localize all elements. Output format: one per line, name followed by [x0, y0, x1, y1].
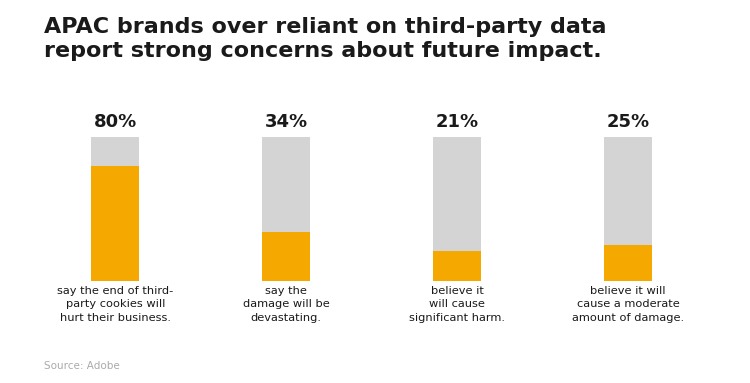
- Text: 21%: 21%: [436, 113, 478, 131]
- Text: say the end of third-
party cookies will
hurt their business.: say the end of third- party cookies will…: [57, 286, 173, 323]
- Text: Source: Adobe: Source: Adobe: [44, 361, 120, 371]
- Bar: [604, 137, 652, 281]
- Text: believe it
will cause
significant harm.: believe it will cause significant harm.: [410, 286, 506, 323]
- Bar: [433, 137, 482, 281]
- Text: say the
damage will be
devastating.: say the damage will be devastating.: [243, 286, 330, 323]
- Text: APAC brands over reliant on third-party data
report strong concerns about future: APAC brands over reliant on third-party …: [44, 17, 607, 62]
- Text: 34%: 34%: [265, 113, 308, 131]
- Text: believe it will
cause a moderate
amount of damage.: believe it will cause a moderate amount …: [572, 286, 684, 323]
- Bar: [604, 245, 652, 281]
- Text: 25%: 25%: [607, 113, 650, 131]
- Bar: [433, 250, 482, 281]
- Text: 80%: 80%: [94, 113, 137, 131]
- Bar: [262, 137, 310, 281]
- Bar: [262, 232, 310, 281]
- Bar: [92, 166, 140, 281]
- Bar: [92, 137, 140, 281]
